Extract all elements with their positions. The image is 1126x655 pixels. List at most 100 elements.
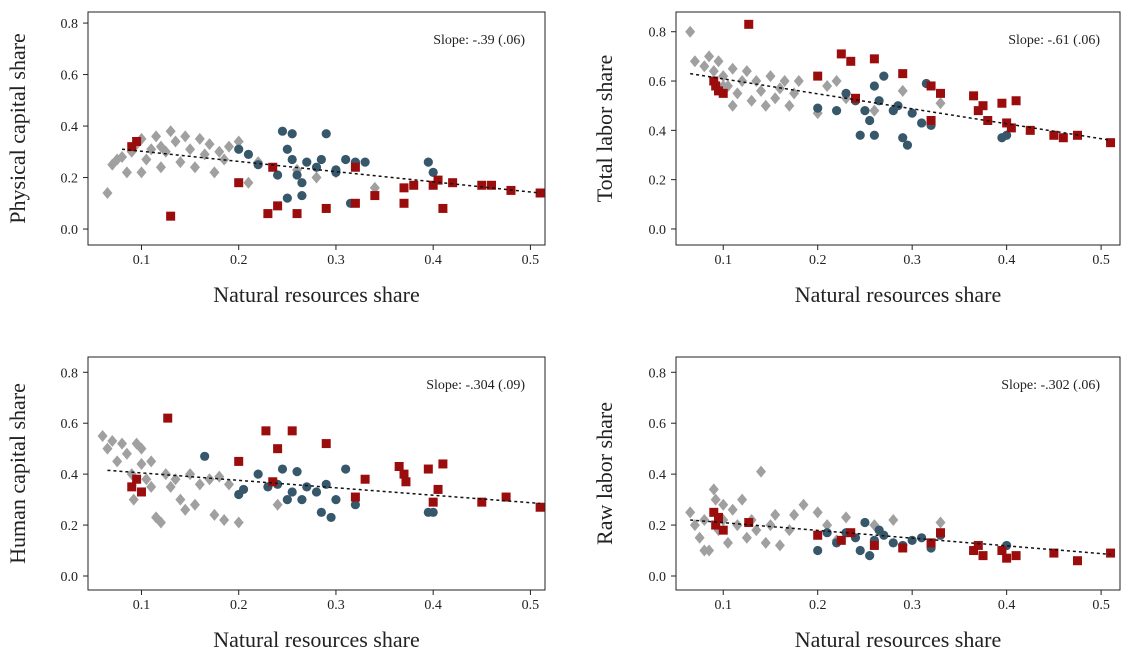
- point: [102, 442, 113, 455]
- point: [311, 171, 322, 184]
- point: [793, 75, 804, 88]
- point: [718, 88, 728, 98]
- point: [836, 49, 846, 59]
- point: [146, 455, 157, 468]
- point: [732, 87, 743, 100]
- point: [869, 540, 879, 550]
- point: [350, 500, 360, 510]
- point: [699, 60, 710, 73]
- x-tick-label: 0.3: [903, 253, 921, 268]
- x-tick-label: 0.3: [903, 598, 921, 613]
- point: [477, 180, 487, 190]
- point: [175, 493, 186, 506]
- trend-line: [690, 72, 1111, 141]
- point: [316, 507, 326, 517]
- trend-line: [107, 469, 541, 505]
- y-tick-label: 0.6: [649, 75, 667, 90]
- point: [146, 480, 157, 493]
- point: [136, 457, 147, 470]
- point: [1002, 553, 1012, 563]
- point: [685, 506, 696, 519]
- point: [370, 191, 380, 201]
- point: [132, 137, 142, 147]
- point: [997, 546, 1007, 556]
- point: [311, 487, 322, 497]
- point: [1006, 123, 1016, 133]
- panel: 0.1 0.2 0.3 0.4 0.5 0.0 0.2 0.4 0.6 0.8 Natural re…: [5, 11, 546, 307]
- point: [121, 447, 132, 460]
- point: [155, 516, 166, 529]
- point: [128, 493, 139, 506]
- point: [741, 65, 752, 78]
- point: [399, 469, 409, 479]
- y-tick-label: 0.4: [61, 120, 79, 135]
- point: [277, 126, 288, 136]
- point: [117, 150, 128, 163]
- point: [297, 178, 307, 188]
- y-tick-label: 0.8: [649, 366, 667, 381]
- point: [141, 473, 152, 486]
- point: [813, 545, 823, 556]
- point: [699, 513, 710, 526]
- point: [209, 166, 220, 179]
- point: [978, 101, 988, 111]
- point: [272, 498, 283, 511]
- point: [879, 71, 889, 81]
- point: [287, 426, 297, 436]
- point: [223, 478, 234, 491]
- point: [709, 507, 719, 517]
- x-tick-label: 0.5: [1092, 253, 1110, 268]
- point: [865, 115, 875, 126]
- point: [487, 180, 497, 190]
- point: [268, 477, 278, 487]
- point: [273, 444, 283, 454]
- panel: 0.1 0.2 0.3 0.4 0.5 0.0 0.2 0.4 0.6 0.8 Natural re…: [592, 356, 1121, 652]
- point: [917, 533, 927, 543]
- y-axis-title: Human capital share: [5, 383, 30, 564]
- point: [350, 162, 360, 172]
- y-tick-label: 0.0: [61, 570, 79, 585]
- point: [369, 181, 380, 194]
- point: [399, 183, 409, 193]
- point: [770, 92, 781, 105]
- point: [860, 106, 870, 116]
- point: [973, 106, 983, 116]
- point: [165, 125, 176, 138]
- point: [846, 56, 856, 66]
- point: [223, 140, 234, 153]
- point: [855, 130, 865, 140]
- point: [902, 140, 913, 150]
- point: [710, 493, 721, 506]
- point: [727, 62, 738, 75]
- point: [194, 478, 205, 491]
- point: [1049, 130, 1059, 140]
- point: [155, 161, 166, 174]
- point: [935, 97, 946, 110]
- x-tick-label: 0.4: [424, 253, 442, 268]
- point: [102, 186, 113, 199]
- point: [897, 84, 908, 97]
- point: [813, 71, 823, 81]
- point: [180, 503, 191, 516]
- slope-annotation: Slope: -.302 (.06): [1001, 378, 1100, 393]
- point: [132, 474, 142, 484]
- point: [969, 91, 979, 101]
- point: [751, 75, 762, 88]
- plot-frame: [87, 11, 546, 246]
- point: [978, 551, 988, 561]
- point: [253, 160, 263, 170]
- point: [936, 528, 946, 538]
- x-tick-label: 0.5: [522, 253, 540, 268]
- point: [360, 474, 370, 484]
- point: [136, 487, 146, 497]
- y-tick-label: 0.2: [649, 519, 667, 534]
- trend-line: [690, 519, 1111, 556]
- point: [160, 468, 171, 481]
- point: [282, 144, 292, 154]
- point: [477, 497, 487, 507]
- point: [898, 543, 908, 553]
- point: [813, 530, 823, 540]
- y-tick-label: 0.6: [61, 69, 79, 84]
- x-tick-label: 0.2: [809, 253, 827, 268]
- point: [234, 178, 244, 188]
